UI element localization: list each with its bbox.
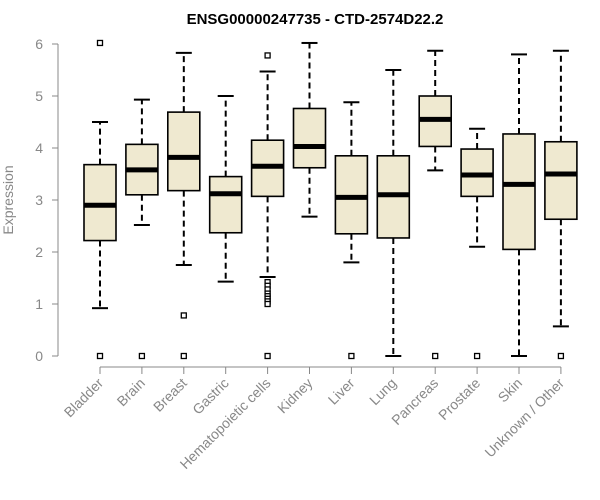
x-tick-label: Kidney [274, 375, 316, 417]
y-tick-label: 4 [35, 140, 43, 156]
box-prostate [460, 127, 494, 360]
outlier-point [138, 352, 146, 360]
outlier-point [96, 352, 104, 360]
x-tick-label: Unknown / Other [481, 375, 567, 461]
chart-title: ENSG00000247735 - CTD-2574D22.2 [187, 11, 444, 28]
box-iqr [334, 155, 369, 235]
outlier-point [96, 39, 104, 47]
box-iqr [292, 107, 327, 169]
outlier-point [432, 352, 439, 360]
box-gastric [208, 95, 243, 283]
box-bladder [83, 39, 117, 360]
x-tick-label: Prostate [435, 375, 483, 423]
box-iqr [502, 133, 536, 251]
box-brain [125, 98, 159, 360]
box-kidney [292, 41, 327, 218]
outlier-point [557, 352, 565, 360]
box-liver [334, 101, 369, 360]
x-tick-label: Breast [150, 375, 190, 415]
y-tick-label: 5 [35, 88, 43, 104]
outlier-point [264, 300, 271, 308]
y-axis-label: Expression [0, 165, 16, 234]
x-tick-label: Lung [366, 375, 399, 408]
outlier-point [473, 352, 481, 360]
y-tick-label: 2 [35, 244, 43, 260]
y-tick-label: 0 [35, 348, 43, 364]
box-pancreas [418, 49, 453, 360]
outlier-point [264, 352, 271, 360]
box-skin [502, 53, 536, 357]
box-iqr [544, 140, 578, 221]
y-tick-label: 1 [35, 296, 43, 312]
outlier-point [348, 352, 355, 360]
x-tick-label: Brain [114, 375, 148, 409]
y-axis: 0 1 2 3 4 5 6 [35, 36, 59, 364]
box-series [83, 39, 578, 360]
x-tick-label: Bladder [61, 375, 107, 421]
box-breast [167, 51, 201, 360]
x-tick-label: Skin [495, 375, 526, 406]
box-hematopoietic-cells [250, 52, 285, 360]
outlier-point [180, 312, 187, 319]
box-iqr [167, 111, 201, 192]
y-tick-label: 6 [35, 36, 43, 52]
y-tick-label: 3 [35, 192, 43, 208]
box-iqr [83, 163, 117, 242]
box-lung [376, 69, 411, 357]
outlier-point [180, 352, 187, 360]
x-tick-label: Pancreas [388, 375, 441, 428]
box-iqr [208, 175, 243, 234]
x-tick-label: Liver [325, 375, 358, 408]
box-unknown-other [544, 49, 578, 360]
outlier-point [264, 52, 271, 59]
